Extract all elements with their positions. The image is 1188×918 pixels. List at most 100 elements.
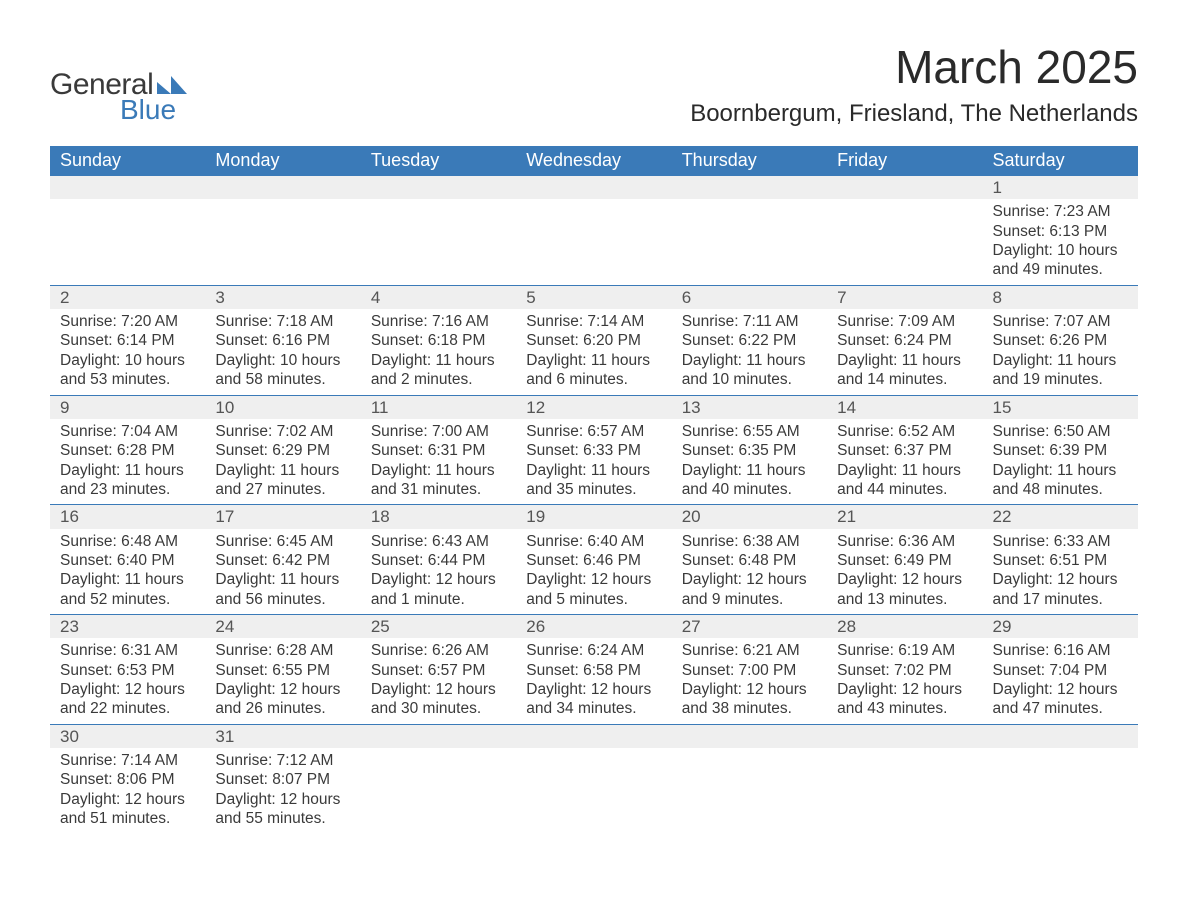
- day-content-cell: [205, 199, 360, 285]
- day-content-cell: Sunrise: 7:14 AMSunset: 6:20 PMDaylight:…: [516, 309, 671, 395]
- day-number-cell: 28: [827, 615, 982, 639]
- sunset-line: Sunset: 7:02 PM: [837, 661, 972, 680]
- day-content-cell: Sunrise: 6:33 AMSunset: 6:51 PMDaylight:…: [983, 529, 1138, 615]
- day-number: 28: [837, 617, 856, 636]
- day-number: 8: [993, 288, 1002, 307]
- sunrise-line: Sunrise: 7:14 AM: [526, 312, 661, 331]
- sunset-line: Sunset: 6:13 PM: [993, 222, 1128, 241]
- day-content-cell: [672, 199, 827, 285]
- sunrise-line: Sunrise: 6:26 AM: [371, 641, 506, 660]
- sunset-line: Sunset: 6:28 PM: [60, 441, 195, 460]
- day-content-cell: Sunrise: 7:02 AMSunset: 6:29 PMDaylight:…: [205, 419, 360, 505]
- sunset-line: Sunset: 7:04 PM: [993, 661, 1128, 680]
- day-number: 13: [682, 398, 701, 417]
- daylight-line: Daylight: 12 hours and 13 minutes.: [837, 570, 972, 609]
- day-number-cell: [983, 724, 1138, 748]
- sunset-line: Sunset: 6:39 PM: [993, 441, 1128, 460]
- sunset-line: Sunset: 6:35 PM: [682, 441, 817, 460]
- day-number: 14: [837, 398, 856, 417]
- col-monday: Monday: [205, 146, 360, 176]
- day-content-cell: Sunrise: 7:00 AMSunset: 6:31 PMDaylight:…: [361, 419, 516, 505]
- daynum-row: 23242526272829: [50, 615, 1138, 639]
- daylight-line: Daylight: 12 hours and 43 minutes.: [837, 680, 972, 719]
- sunrise-line: Sunrise: 6:48 AM: [60, 532, 195, 551]
- day-number-cell: 10: [205, 395, 360, 419]
- day-number: 1: [993, 178, 1002, 197]
- daylight-line: Daylight: 10 hours and 53 minutes.: [60, 351, 195, 390]
- day-content-cell: Sunrise: 6:21 AMSunset: 7:00 PMDaylight:…: [672, 638, 827, 724]
- sunrise-line: Sunrise: 7:20 AM: [60, 312, 195, 331]
- day-number: 15: [993, 398, 1012, 417]
- day-number: 9: [60, 398, 69, 417]
- sunrise-line: Sunrise: 6:40 AM: [526, 532, 661, 551]
- daynum-row: 1: [50, 176, 1138, 199]
- day-number-cell: 26: [516, 615, 671, 639]
- col-thursday: Thursday: [672, 146, 827, 176]
- sunrise-line: Sunrise: 7:23 AM: [993, 202, 1128, 221]
- sunrise-line: Sunrise: 6:33 AM: [993, 532, 1128, 551]
- sunset-line: Sunset: 6:44 PM: [371, 551, 506, 570]
- daylight-line: Daylight: 10 hours and 58 minutes.: [215, 351, 350, 390]
- day-content-cell: [516, 199, 671, 285]
- day-number-cell: 24: [205, 615, 360, 639]
- daylight-line: Daylight: 11 hours and 27 minutes.: [215, 461, 350, 500]
- sunrise-line: Sunrise: 7:09 AM: [837, 312, 972, 331]
- content-row: Sunrise: 7:14 AMSunset: 8:06 PMDaylight:…: [50, 748, 1138, 834]
- sunset-line: Sunset: 6:18 PM: [371, 331, 506, 350]
- day-number-cell: 20: [672, 505, 827, 529]
- day-number-cell: 19: [516, 505, 671, 529]
- sunrise-line: Sunrise: 6:57 AM: [526, 422, 661, 441]
- content-row: Sunrise: 7:04 AMSunset: 6:28 PMDaylight:…: [50, 419, 1138, 505]
- day-number: 24: [215, 617, 234, 636]
- day-number: 6: [682, 288, 691, 307]
- sunset-line: Sunset: 6:37 PM: [837, 441, 972, 460]
- daylight-line: Daylight: 12 hours and 30 minutes.: [371, 680, 506, 719]
- content-row: Sunrise: 6:48 AMSunset: 6:40 PM Daylight:…: [50, 529, 1138, 615]
- location-subtitle: Boornbergum, Friesland, The Netherlands: [690, 100, 1138, 128]
- day-number-cell: 23: [50, 615, 205, 639]
- daylight-line: Daylight: 12 hours and 9 minutes.: [682, 570, 817, 609]
- day-number-cell: 30: [50, 724, 205, 748]
- daylight-line: Daylight: 11 hours and 10 minutes.: [682, 351, 817, 390]
- day-number: 23: [60, 617, 79, 636]
- col-tuesday: Tuesday: [361, 146, 516, 176]
- content-row: Sunrise: 7:23 AMSunset: 6:13 PMDaylight:…: [50, 199, 1138, 285]
- day-content-cell: [672, 748, 827, 834]
- sunset-line: Sunset: 6:31 PM: [371, 441, 506, 460]
- day-number-cell: 15: [983, 395, 1138, 419]
- sunrise-line: Sunrise: 6:38 AM: [682, 532, 817, 551]
- daylight-line: Daylight: 11 hours and 40 minutes.: [682, 461, 817, 500]
- day-number: 16: [60, 507, 79, 526]
- sunset-line: Sunset: 6:42 PM: [215, 551, 350, 570]
- day-number: 18: [371, 507, 390, 526]
- sunset-line: Sunset: 6:33 PM: [526, 441, 661, 460]
- day-content-cell: Sunrise: 7:04 AMSunset: 6:28 PMDaylight:…: [50, 419, 205, 505]
- brand-icon: [157, 72, 187, 94]
- day-number-cell: 8: [983, 285, 1138, 309]
- sunrise-line: Sunrise: 6:28 AM: [215, 641, 350, 660]
- calendar-table: Sunday Monday Tuesday Wednesday Thursday…: [50, 146, 1138, 834]
- daylight-line: Daylight: 12 hours and 51 minutes.: [60, 790, 195, 829]
- sunset-line: Sunset: 6:26 PM: [993, 331, 1128, 350]
- sunrise-line: Sunrise: 7:07 AM: [993, 312, 1128, 331]
- day-number: 2: [60, 288, 69, 307]
- sunrise-line: Sunrise: 7:04 AM: [60, 422, 195, 441]
- sunset-line: Sunset: 6:40 PM: [60, 551, 195, 570]
- day-number-cell: [516, 724, 671, 748]
- day-content-cell: Sunrise: 6:40 AMSunset: 6:46 PMDaylight:…: [516, 529, 671, 615]
- daylight-line: Daylight: 11 hours and 23 minutes.: [60, 461, 195, 500]
- sunrise-line: Sunrise: 7:00 AM: [371, 422, 506, 441]
- day-number-cell: 14: [827, 395, 982, 419]
- day-content-cell: [361, 748, 516, 834]
- daylight-line: Daylight: 11 hours and 19 minutes.: [993, 351, 1128, 390]
- day-number-cell: 25: [361, 615, 516, 639]
- sunset-line: Sunset: 6:49 PM: [837, 551, 972, 570]
- day-content-cell: Sunrise: 6:38 AMSunset: 6:48 PMDaylight:…: [672, 529, 827, 615]
- sunset-line: Sunset: 6:51 PM: [993, 551, 1128, 570]
- sunrise-line: Sunrise: 6:50 AM: [993, 422, 1128, 441]
- sunrise-line: Sunrise: 6:24 AM: [526, 641, 661, 660]
- day-number-cell: 2: [50, 285, 205, 309]
- day-number-cell: [827, 176, 982, 199]
- col-saturday: Saturday: [983, 146, 1138, 176]
- content-row: Sunrise: 7:20 AMSunset: 6:14 PMDaylight:…: [50, 309, 1138, 395]
